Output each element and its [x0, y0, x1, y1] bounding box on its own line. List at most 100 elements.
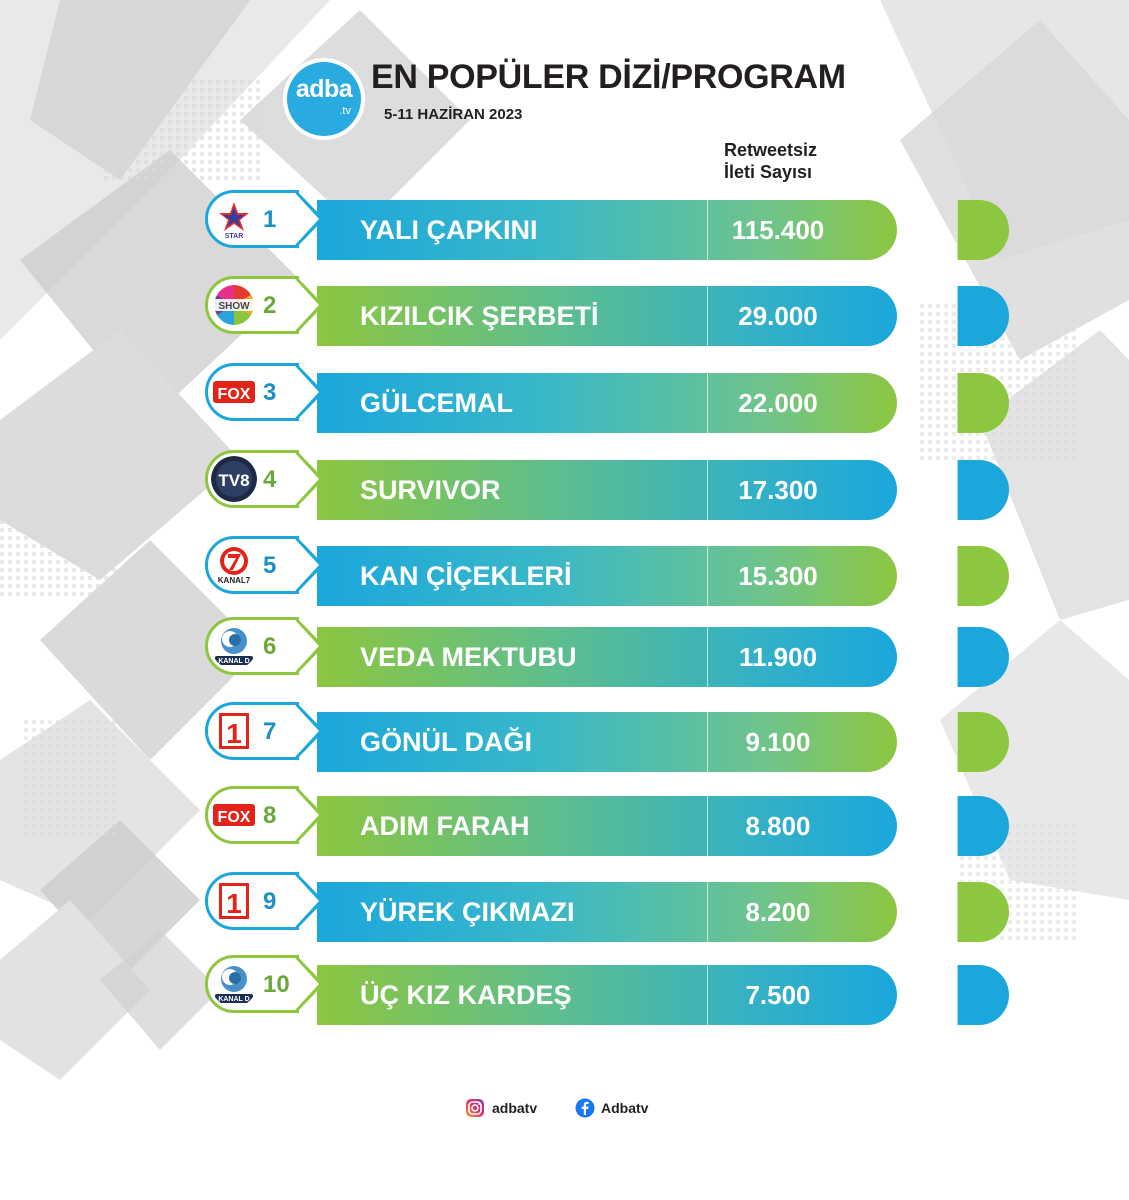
instagram-icon[interactable]: [465, 1098, 485, 1123]
kanal-d-logo-text: KANAL D: [218, 658, 249, 665]
post-count: 8.800: [745, 811, 811, 841]
fox-logo-text: FOX: [218, 386, 251, 403]
page-title: EN POPÜLER DİZİ/PROGRAM: [371, 58, 846, 96]
rank-number: 3: [263, 379, 277, 406]
post-count: 17.300: [738, 475, 818, 505]
bar-endcap: [957, 200, 1009, 260]
facebook-icon[interactable]: [575, 1098, 595, 1123]
program-name: YALI ÇAPKINI: [360, 215, 538, 245]
column-header: Retweetsiz İleti Sayısı: [724, 139, 817, 183]
atv-1-logo: 1: [211, 708, 257, 754]
post-count: 7.500: [745, 980, 811, 1010]
ranking-bar: KAN ÇİÇEKLERİ 15.300: [317, 546, 1009, 606]
bar-endcap: [957, 627, 1009, 687]
star-tv-logo: STAR: [211, 196, 257, 242]
ranking-bar: SURVIVOR 17.300: [317, 460, 1009, 520]
rank-number: 4: [263, 466, 277, 493]
post-count: 22.000: [738, 388, 818, 418]
program-name: VEDA MEKTUBU: [360, 642, 577, 672]
program-name: SURVIVOR: [360, 475, 501, 505]
bar-endcap: [957, 460, 1009, 520]
program-name: KIZILCIK ŞERBETİ: [360, 301, 599, 331]
atv-1-logo: 1: [211, 878, 257, 924]
ranking-row-10: ÜÇ KIZ KARDEŞ 7.500 KANAL D 10: [205, 955, 1009, 1025]
program-name: ÜÇ KIZ KARDEŞ: [360, 980, 572, 1010]
ranking-bar: YÜREK ÇIKMAZI 8.200: [317, 882, 1009, 942]
rank-badge: 1 7: [205, 702, 299, 760]
rank-badge: 1 9: [205, 872, 299, 930]
rank-badge: SHOW 2: [205, 276, 299, 334]
bar-divider: [707, 712, 708, 772]
kanal-d-logo: KANAL D: [211, 623, 257, 669]
bar-divider: [707, 373, 708, 433]
post-count: 115.400: [731, 215, 825, 245]
atv-logo-text: 1: [226, 888, 242, 919]
bar-divider: [707, 546, 708, 606]
ranking-row-3: GÜLCEMAL 22.000 FOX 3: [205, 363, 1009, 433]
ranking-bar: YALI ÇAPKINI 115.400: [317, 200, 1009, 260]
post-count: 29.000: [738, 301, 818, 331]
bar-divider: [957, 460, 958, 520]
bar-endcap: [957, 796, 1009, 856]
rank-badge: FOX 3: [205, 363, 299, 421]
bar-divider: [707, 796, 708, 856]
post-count: 15.300: [738, 561, 818, 591]
tv8-logo: TV8: [211, 456, 257, 502]
rank-number: 7: [263, 718, 277, 745]
ranking-bar: VEDA MEKTUBU 11.900: [317, 627, 1009, 687]
page-subtitle: 5-11 HAZİRAN 2023: [384, 106, 523, 123]
ranking-bar: GÖNÜL DAĞI 9.100: [317, 712, 1009, 772]
bar-endcap: [957, 712, 1009, 772]
ranking-row-8: ADIM FARAH 8.800 FOX 8: [205, 786, 1009, 856]
fox-logo: FOX: [211, 369, 257, 415]
atv-logo-text: 1: [226, 718, 242, 749]
bar-divider: [957, 286, 958, 346]
bar-divider: [707, 286, 708, 346]
ranking-row-5: KAN ÇİÇEKLERİ 15.300 KANAL7 5: [205, 536, 1009, 606]
rank-badge: KANAL D 6: [205, 617, 299, 675]
star-logo-text: STAR: [225, 233, 244, 240]
bar-divider: [957, 882, 958, 942]
rank-number: 6: [263, 633, 277, 660]
ranking-bar: ADIM FARAH 8.800: [317, 796, 1009, 856]
bar-divider: [707, 882, 708, 942]
ranking-bar: ÜÇ KIZ KARDEŞ 7.500: [317, 965, 1009, 1025]
ranking-row-1: YALI ÇAPKINI 115.400 STAR 1: [205, 190, 1009, 260]
kanal7-logo-text: KANAL7: [218, 576, 251, 585]
bar-divider: [957, 627, 958, 687]
instagram-handle[interactable]: adbatv: [492, 1100, 538, 1116]
facebook-handle[interactable]: Adbatv: [601, 1100, 649, 1116]
bar-divider: [707, 965, 708, 1025]
show-tv-logo: SHOW: [211, 282, 257, 328]
kanal-d-logo: KANAL D: [211, 961, 257, 1007]
bar-divider: [957, 200, 958, 260]
rank-number: 8: [263, 802, 277, 829]
program-name: ADIM FARAH: [360, 811, 530, 841]
rank-badge: STAR 1: [205, 190, 299, 248]
bar-divider: [957, 965, 958, 1025]
bar-endcap: [957, 373, 1009, 433]
post-count: 9.100: [745, 727, 811, 757]
fox-logo-text: FOX: [218, 809, 251, 826]
rank-number: 2: [263, 292, 277, 319]
column-header-line2: İleti Sayısı: [724, 162, 813, 182]
bar-divider: [957, 712, 958, 772]
ranking-row-9: YÜREK ÇIKMAZI 8.200 1 9: [205, 872, 1009, 942]
program-name: GÖNÜL DAĞI: [360, 727, 533, 757]
program-name: KAN ÇİÇEKLERİ: [360, 561, 572, 591]
rank-badge: TV8 4: [205, 450, 299, 508]
rank-badge: KANAL7 5: [205, 536, 299, 594]
rank-number: 1: [263, 206, 277, 233]
program-name: YÜREK ÇIKMAZI: [360, 897, 575, 927]
rank-number: 9: [263, 888, 277, 915]
ranking-row-6: VEDA MEKTUBU 11.900 KANAL D 6: [205, 617, 1009, 687]
post-count: 8.200: [745, 897, 811, 927]
ranking-bar: KIZILCIK ŞERBETİ 29.000: [317, 286, 1009, 346]
rank-number: 10: [263, 971, 290, 998]
bar-endcap: [957, 882, 1009, 942]
bar-divider: [957, 546, 958, 606]
logo-text: adba: [295, 75, 353, 103]
bar-endcap: [957, 965, 1009, 1025]
post-count: 11.900: [738, 642, 818, 672]
ranking-row-7: GÖNÜL DAĞI 9.100 1 7: [205, 702, 1009, 772]
